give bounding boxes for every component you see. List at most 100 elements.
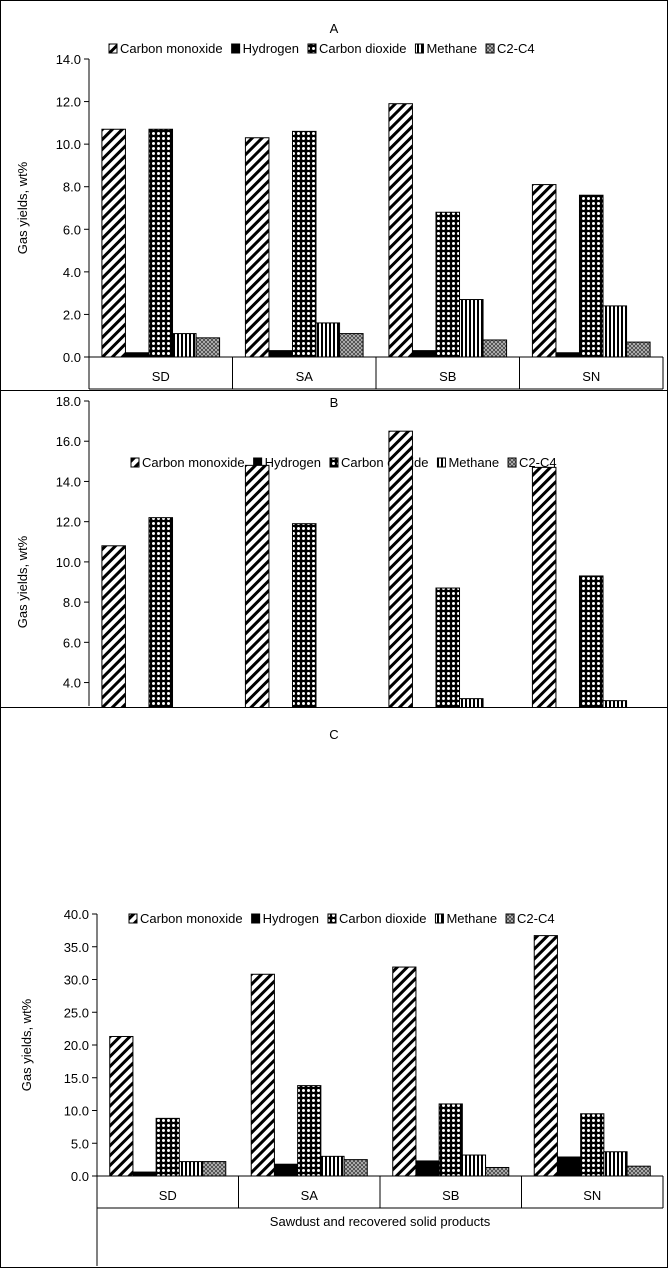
y-tick-label: 4.0 (63, 676, 81, 691)
y-tick-label: 2.0 (63, 307, 81, 322)
bar-sa-c2-c4 (339, 333, 364, 358)
bar-sa-carbon-monoxide (244, 137, 270, 358)
bar-sd-carbon-monoxide (101, 128, 126, 358)
y-tick-label: 10.0 (56, 137, 81, 152)
chart-panel-a: A Carbon monoxide Hydrogen Carbon dioxide Me… (0, 0, 668, 391)
legend-label-0: Carbon monoxide (120, 41, 223, 56)
legend-swatch-1 (231, 43, 241, 54)
bar-sa-c2-c4 (343, 1159, 368, 1177)
legend-swatch-0 (108, 43, 118, 54)
y-tick-label: 40.0 (64, 907, 89, 922)
legend-label-4: C2-C4 (517, 911, 555, 926)
bar-sb-c2-c4 (485, 1166, 510, 1177)
y-tick-label: 30.0 (64, 973, 89, 988)
legend-label-4: C2-C4 (519, 455, 557, 470)
bar-sd-hydrogen (124, 352, 150, 358)
chart-title: B (330, 395, 339, 410)
y-tick-label: 16.0 (56, 434, 81, 449)
y-axis-label: Gas yields, wt% (15, 161, 30, 254)
legend-label-3: Methane (446, 911, 497, 926)
legend-label-3: Methane (448, 455, 499, 470)
bar-sn-c2-c4 (626, 341, 651, 358)
y-tick-label: 8.0 (63, 180, 81, 195)
bar-sb-methane (459, 698, 484, 707)
bar-sd-carbon-dioxide (148, 128, 174, 358)
category-label-sb: SB (439, 369, 456, 384)
legend-label-1: Hydrogen (265, 455, 321, 470)
legend-label-1: Hydrogen (263, 911, 319, 926)
legend-label-1: Hydrogen (243, 41, 299, 56)
bar-sb-carbon-monoxide (392, 966, 417, 1177)
bar-sa-carbon-dioxide (291, 523, 317, 707)
bar-sn-hydrogen (556, 1156, 582, 1177)
bar-sb-carbon-monoxide (388, 103, 413, 358)
bar-sn-carbon-monoxide (531, 184, 557, 358)
category-label-sa: SA (296, 369, 314, 384)
bar-sb-methane (461, 1154, 487, 1177)
legend-label-2: Carbon dioxide (319, 41, 406, 56)
bar-sa-carbon-dioxide (297, 1085, 322, 1177)
y-axis-label: Gas yields, wt% (15, 535, 30, 628)
bar-sb-c2-c4 (482, 339, 508, 358)
bar-sa-hydrogen (273, 1163, 299, 1177)
bar-sn-hydrogen (555, 352, 580, 358)
category-label-sn: SN (583, 1188, 601, 1203)
y-tick-label: 8.0 (63, 595, 81, 610)
legend-label-0: Carbon monoxide (142, 455, 245, 470)
legend-label-2: Carbon dioxide (339, 911, 426, 926)
category-label-sd: SD (159, 1188, 177, 1203)
y-tick-label: 12.0 (56, 95, 81, 110)
legend-label-2: Carbon dioxide (341, 455, 428, 470)
y-tick-label: 12.0 (56, 515, 81, 530)
bar-sn-methane (603, 1151, 628, 1177)
bar-sb-carbon-dioxide (438, 1103, 463, 1177)
legend-swatch-0 (130, 457, 140, 468)
y-tick-label: 0.0 (71, 1169, 89, 1184)
bar-sb-hydrogen (415, 1160, 440, 1177)
bar-sn-c2-c4 (626, 1165, 651, 1177)
bar-sn-carbon-monoxide (533, 935, 558, 1177)
bar-sd-c2-c4 (195, 337, 221, 358)
y-tick-label: 15.0 (64, 1071, 89, 1086)
legend-label-0: Carbon monoxide (140, 911, 243, 926)
bar-sb-hydrogen (411, 350, 437, 358)
bar-sb-carbon-dioxide (435, 587, 461, 707)
bar-sd-c2-c4 (202, 1161, 227, 1177)
bar-sn-methane (602, 700, 628, 707)
bar-sd-carbon-dioxide (148, 517, 174, 707)
bar-sb-methane (459, 299, 484, 358)
y-axis-label: Gas yields, wt% (19, 998, 34, 1091)
legend-label-3: Methane (426, 41, 477, 56)
bar-sb-carbon-monoxide (388, 430, 413, 707)
bar-sa-methane (315, 322, 341, 358)
chart-b-svg: B Carbon monoxide Hydrogen Carbon dioxide Me… (15, 394, 628, 707)
category-label-sd: SD (152, 369, 170, 384)
bar-sn-carbon-dioxide (580, 1113, 605, 1177)
legend-swatch-4 (507, 457, 517, 468)
legend-swatch-2 (307, 43, 317, 54)
bar-sa-carbon-monoxide (250, 973, 275, 1177)
y-tick-label: 0.0 (63, 350, 81, 365)
y-tick-label: 35.0 (64, 940, 89, 955)
y-tick-label: 25.0 (64, 1005, 89, 1020)
y-tick-label: 4.0 (63, 265, 81, 280)
bar-sd-carbon-monoxide (101, 545, 126, 707)
bar-sn-carbon-dioxide (578, 194, 604, 358)
legend-swatch-4 (505, 913, 515, 924)
bar-sn-carbon-monoxide (531, 466, 557, 707)
legend-swatch-2 (329, 457, 339, 468)
bar-sa-hydrogen (268, 350, 293, 358)
y-tick-label: 10.0 (64, 1104, 89, 1119)
bar-sb-carbon-dioxide (435, 211, 461, 358)
chart-panel-c: C Carbon monoxide Hydrogen Carbon dioxide Me… (0, 707, 668, 1268)
category-label-sa: SA (301, 1188, 319, 1203)
legend-label-4: C2-C4 (497, 41, 535, 56)
y-tick-label: 6.0 (63, 635, 81, 650)
chart-a-svg: A Carbon monoxide Hydrogen Carbon dioxide Me… (15, 21, 664, 390)
bar-sd-methane (172, 333, 197, 358)
legend-swatch-1 (251, 913, 261, 924)
y-tick-label: 20.0 (64, 1038, 89, 1053)
chart-title: A (330, 21, 339, 36)
legend-swatch-3 (436, 457, 446, 468)
bar-sa-carbon-monoxide (244, 464, 270, 707)
